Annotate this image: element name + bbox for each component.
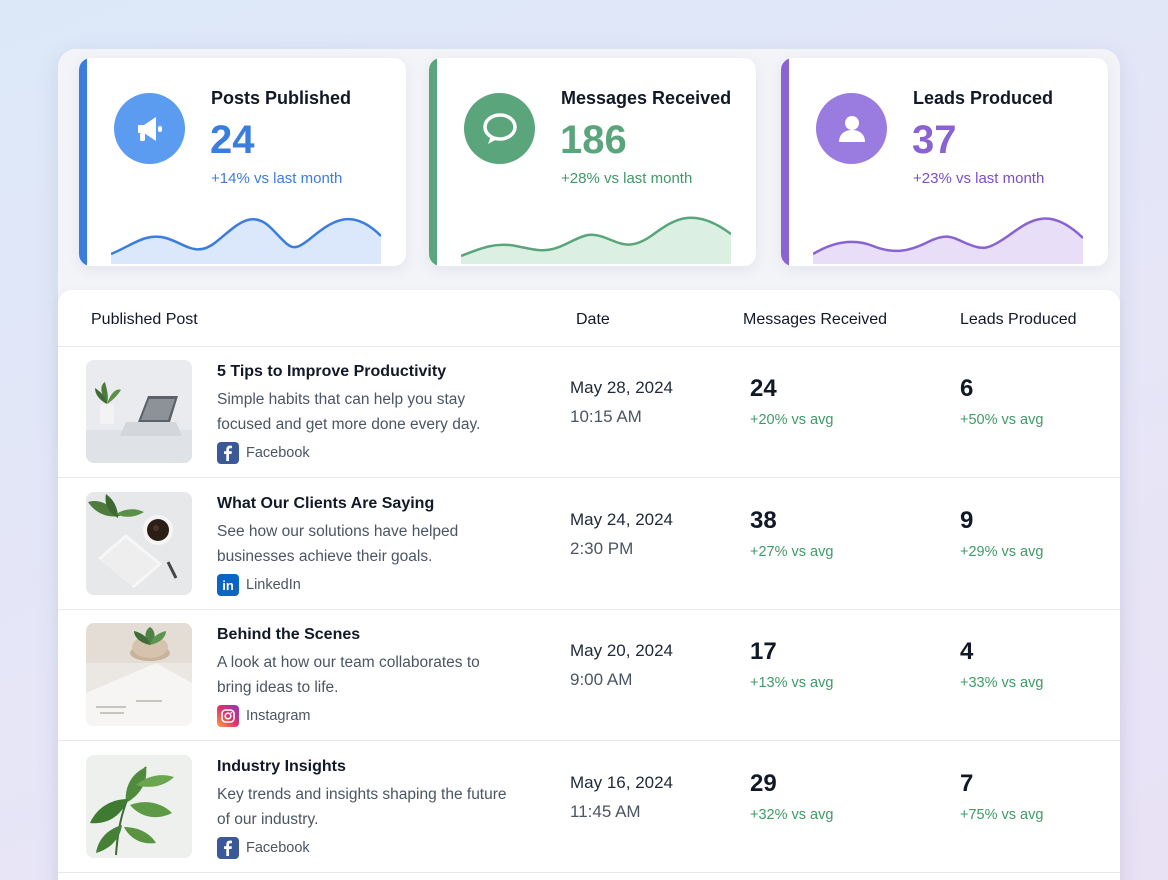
table-header: Published Post Date Messages Received Le… <box>58 290 1120 347</box>
messages-count: 29 <box>750 770 777 797</box>
leads-change: +50% vs avg <box>960 412 1044 428</box>
messages-change: +27% vs avg <box>750 544 834 560</box>
post-time: 9:00 AM <box>570 670 633 689</box>
post-title[interactable]: Industry Insights <box>217 758 346 775</box>
user-icon <box>816 93 887 164</box>
messages-count: 17 <box>750 638 777 665</box>
sparkline <box>111 217 381 264</box>
leads-change: +29% vs avg <box>960 544 1044 560</box>
leads-change: +33% vs avg <box>960 675 1044 691</box>
post-date: May 16, 2024 <box>570 773 674 792</box>
table-row[interactable]: Industry Insights Key trends and insight… <box>58 742 1120 873</box>
platform-label: Facebook <box>246 445 310 461</box>
post-description: A look at how our team collaborates to b… <box>217 654 480 696</box>
post-title[interactable]: What Our Clients Are Saying <box>217 495 435 512</box>
leads-count: 7 <box>960 770 974 797</box>
posts-table: Published Post Date Messages Received Le… <box>58 290 1120 880</box>
leads-count: 6 <box>960 375 974 402</box>
card-title: Leads Produced <box>913 88 1054 108</box>
card-value: 24 <box>210 118 255 162</box>
card-value: 186 <box>560 118 627 162</box>
instagram-icon <box>217 705 239 727</box>
card-accent <box>79 58 87 266</box>
leads-count: 4 <box>960 638 974 665</box>
header-leads-produced[interactable]: Leads Produced <box>960 311 1077 328</box>
post-time: 11:45 AM <box>570 802 641 821</box>
post-platform: in LinkedIn <box>217 574 301 596</box>
post-platform: Instagram <box>217 705 310 727</box>
post-platform: Facebook <box>217 442 310 464</box>
card-title: Messages Received <box>561 88 732 108</box>
table-row[interactable]: What Our Clients Are Saying See how our … <box>58 479 1120 610</box>
post-thumbnail[interactable] <box>86 755 192 858</box>
messages-count: 38 <box>750 507 777 534</box>
stat-card-leads-produced[interactable]: Leads Produced 37 +23% vs last month <box>781 58 1108 266</box>
messages-change: +20% vs avg <box>750 412 834 428</box>
post-description: Key trends and insights shaping the futu… <box>217 786 507 828</box>
post-title[interactable]: 5 Tips to Improve Productivity <box>217 363 447 380</box>
post-thumbnail[interactable] <box>86 623 192 726</box>
card-value: 37 <box>912 118 957 162</box>
post-description: See how our solutions have helped busine… <box>217 523 459 565</box>
card-change: +28% vs last month <box>561 170 693 187</box>
platform-label: Instagram <box>246 708 311 724</box>
table-row[interactable]: Behind the Scenes A look at how our team… <box>58 610 1120 741</box>
header-messages-received[interactable]: Messages Received <box>743 311 888 328</box>
platform-label: Facebook <box>246 840 310 856</box>
platform-label: LinkedIn <box>246 577 301 593</box>
card-change: +14% vs last month <box>211 170 343 187</box>
linkedin-icon: in <box>217 574 239 596</box>
card-title: Posts Published <box>211 88 352 108</box>
messages-change: +13% vs avg <box>750 675 834 691</box>
facebook-icon <box>217 442 239 464</box>
post-thumbnail[interactable] <box>86 492 192 595</box>
post-date: May 28, 2024 <box>570 378 674 397</box>
card-accent <box>781 58 789 266</box>
sparkline <box>461 216 731 264</box>
post-date: May 20, 2024 <box>570 641 674 660</box>
card-accent <box>429 58 437 266</box>
chat-bubble-icon <box>464 93 535 164</box>
post-thumbnail[interactable] <box>86 360 192 463</box>
facebook-icon <box>217 837 239 859</box>
post-time: 10:15 AM <box>570 407 642 426</box>
sparkline <box>813 217 1083 264</box>
leads-count: 9 <box>960 507 974 534</box>
card-change: +23% vs last month <box>913 170 1045 187</box>
post-title[interactable]: Behind the Scenes <box>217 626 361 643</box>
header-date[interactable]: Date <box>576 311 610 328</box>
header-published-post[interactable]: Published Post <box>91 311 198 328</box>
leads-change: +75% vs avg <box>960 807 1044 823</box>
post-platform: Facebook <box>217 837 310 859</box>
post-date: May 24, 2024 <box>570 510 674 529</box>
table-row[interactable]: 5 Tips to Improve Productivity Simple ha… <box>58 347 1120 478</box>
stat-card-messages-received[interactable]: Messages Received 186 +28% vs last month <box>429 58 756 266</box>
messages-count: 24 <box>750 375 777 402</box>
post-time: 2:30 PM <box>570 539 634 558</box>
stat-card-posts-published[interactable]: Posts Published 24 +14% vs last month <box>79 58 406 266</box>
post-description: Simple habits that can help you stay foc… <box>217 391 481 433</box>
megaphone-icon <box>114 93 185 164</box>
messages-change: +32% vs avg <box>750 807 834 823</box>
